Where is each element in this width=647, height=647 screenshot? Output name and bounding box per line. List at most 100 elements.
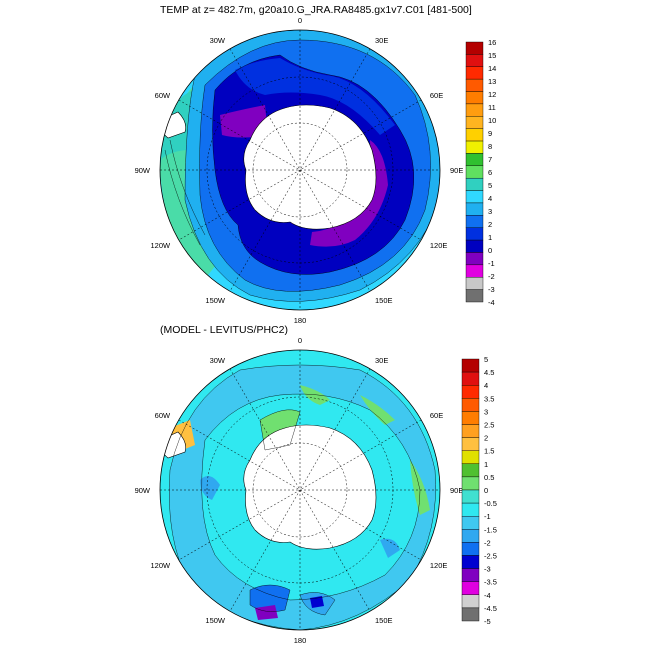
colorbar-label: 9 [488,129,492,138]
colorbar-swatch [461,542,480,556]
colorbar-label: 11 [488,103,496,112]
colorbar-label: 0 [484,486,488,495]
colorbar-label: -4 [488,298,495,307]
colorbar-label: 5 [488,181,492,190]
colorbar-swatch [461,411,480,425]
longitude-label: 60E [430,91,443,100]
colorbar-label: 14 [488,64,496,73]
colorbar-label: -3.5 [484,578,497,587]
top-longitude-labels: 0 30E 60E 90E 120E 150E 180 150W 120W 90W 60W 30W [135,16,464,325]
colorbar-swatch [465,128,484,142]
longitude-label: 120E [430,561,448,570]
colorbar-swatch [465,41,484,55]
longitude-label: 30W [210,356,226,365]
bottom-panel-title: (MODEL - LEVITUS/PHC2) [160,324,288,336]
longitude-label: 30E [375,36,388,45]
colorbar-label: 4 [488,194,492,203]
colorbar-swatch [465,202,484,216]
colorbar-swatch [461,555,480,569]
colorbar-label: 6 [488,168,492,177]
longitude-label: 150E [375,616,393,625]
bottom-map-outline [159,349,441,631]
colorbar-label: 7 [488,155,492,164]
colorbar-label: 4.5 [484,368,494,377]
longitude-label: 90E [450,166,463,175]
longitude-label: 60E [430,411,443,420]
colorbar-label: 10 [488,116,496,125]
top-panel: TEMP at z= 482.7m, g20a10.G_JRA.RA8485.g… [135,4,497,325]
colorbar-swatch [461,581,480,596]
colorbar-label: -4.5 [484,604,497,613]
colorbar-swatch [465,91,484,105]
colorbar-swatch [465,66,484,80]
colorbar-label: 12 [488,90,496,99]
colorbar-swatch [461,516,480,530]
colorbar-swatch [465,215,484,228]
colorbar-label: 1 [488,233,492,242]
top-panel-title: TEMP at z= 482.7m, g20a10.G_JRA.RA8485.g… [160,4,472,16]
colorbar-label: 8 [488,142,492,151]
colorbar-label: 2 [488,220,492,229]
colorbar-swatch [461,437,480,451]
colorbar-label: 15 [488,51,496,60]
colorbar-swatch [461,385,480,399]
colorbar-swatch [465,140,484,154]
longitude-label: 0 [298,16,302,25]
longitude-label: 150W [205,296,226,305]
colorbar-swatch [461,607,480,622]
colorbar-label: -1.5 [484,525,497,534]
bottom-longitude-labels: 0 30E 60E 90E 120E 150E 180 150W 120W 90W 60W 30W [135,336,464,645]
colorbar-swatch [461,450,480,465]
colorbar-label: 3 [488,207,492,216]
colorbar-label: -1 [484,512,491,521]
colorbar-label: 0.5 [484,473,494,482]
colorbar-swatch [465,177,484,191]
colorbar-swatch [461,371,480,386]
colorbar-label: 4 [484,381,488,390]
colorbar-swatch [461,476,480,491]
colorbar-label: 1.5 [484,447,494,456]
colorbar-swatch [461,424,480,438]
colorbar-swatch [465,190,484,204]
longitude-label: 120E [430,241,448,250]
colorbar-swatch [465,116,484,129]
longitude-label: 90W [135,166,151,175]
longitude-label: 150E [375,296,393,305]
colorbar-swatch [465,103,484,117]
colorbar-label: -2 [488,272,495,281]
colorbar-label: -0.5 [484,499,497,508]
colorbar-label: 13 [488,77,496,86]
colorbar-label: 1 [484,460,488,469]
colorbar-label: 3 [484,407,488,416]
top-map-field [160,30,440,310]
colorbar-swatch [465,78,484,92]
colorbar-label: 2.5 [484,421,494,430]
colorbar-label: -2 [484,538,491,547]
colorbar-swatch [465,153,484,167]
colorbar-swatch [461,502,480,517]
longitude-label: 90W [135,486,151,495]
colorbar-swatch [465,54,484,67]
colorbar-swatch [465,252,484,266]
colorbar-swatch [465,165,484,179]
colorbar-swatch [465,277,484,290]
bottom-colorbar: 5 4.5 4 3.5 3 2.5 2 1.5 1 0.5 0 -0.5 -1 -1.5 -2 -2.5 -3 -… [461,355,497,626]
top-map-outline [159,29,441,311]
colorbar-label: 16 [488,38,496,47]
colorbar-label: -3 [488,285,495,294]
longitude-label: 120W [151,241,172,250]
longitude-label: 60W [155,91,171,100]
colorbar-label: -2.5 [484,552,497,561]
colorbar-swatch [461,594,480,609]
longitude-label: 150W [205,616,226,625]
longitude-label: 0 [298,336,302,345]
colorbar-label: 0 [488,246,492,255]
colorbar-swatch [465,227,484,241]
colorbar-swatch [465,239,484,253]
colorbar-label: -3 [484,565,491,574]
longitude-label: 120W [151,561,172,570]
longitude-label: 30W [210,36,226,45]
bottom-panel: (MODEL - LEVITUS/PHC2) [135,324,497,645]
